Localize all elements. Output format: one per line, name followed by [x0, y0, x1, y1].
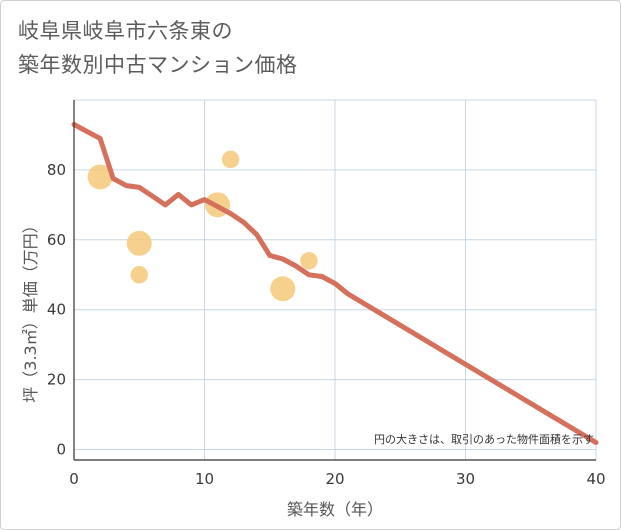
scatter-point	[87, 164, 113, 190]
y-tick-label: 80	[47, 161, 66, 179]
chart-title-line-1: 岐阜県岐阜市六条東の	[18, 19, 233, 43]
x-tick-label: 10	[195, 470, 214, 488]
y-tick-label: 20	[47, 371, 66, 389]
legend-note: 円の大きさは、取引のあった物件面積を示す	[374, 432, 594, 446]
y-tick-label: 40	[47, 301, 66, 319]
axes: 0 10 20 30 40 0 20 40 60 80	[47, 100, 606, 488]
x-tick-label: 0	[69, 470, 79, 488]
scatter-point	[270, 276, 296, 302]
trend-line	[71, 122, 599, 445]
chart-title: 岐阜県岐阜市六条東の 築年数別中古マンション価格	[18, 14, 298, 82]
scatter-point	[221, 150, 240, 169]
chart-title-line-2: 築年数別中古マンション価格	[18, 53, 298, 77]
y-tick-label: 60	[47, 231, 66, 249]
grid-lines	[74, 99, 597, 460]
y-tick-label: 0	[56, 441, 66, 459]
y-axis-label: 坪（3.3㎡）単価（万円）	[21, 217, 40, 402]
scatter-bubbles	[87, 150, 318, 302]
scatter-point	[130, 266, 148, 284]
x-tick-label: 30	[456, 470, 475, 488]
x-axis-label: 築年数（年）	[287, 500, 383, 519]
x-tick-label: 40	[586, 470, 605, 488]
scatter-point	[300, 252, 318, 270]
x-tick-label: 20	[325, 470, 344, 488]
scatter-point	[126, 230, 152, 256]
